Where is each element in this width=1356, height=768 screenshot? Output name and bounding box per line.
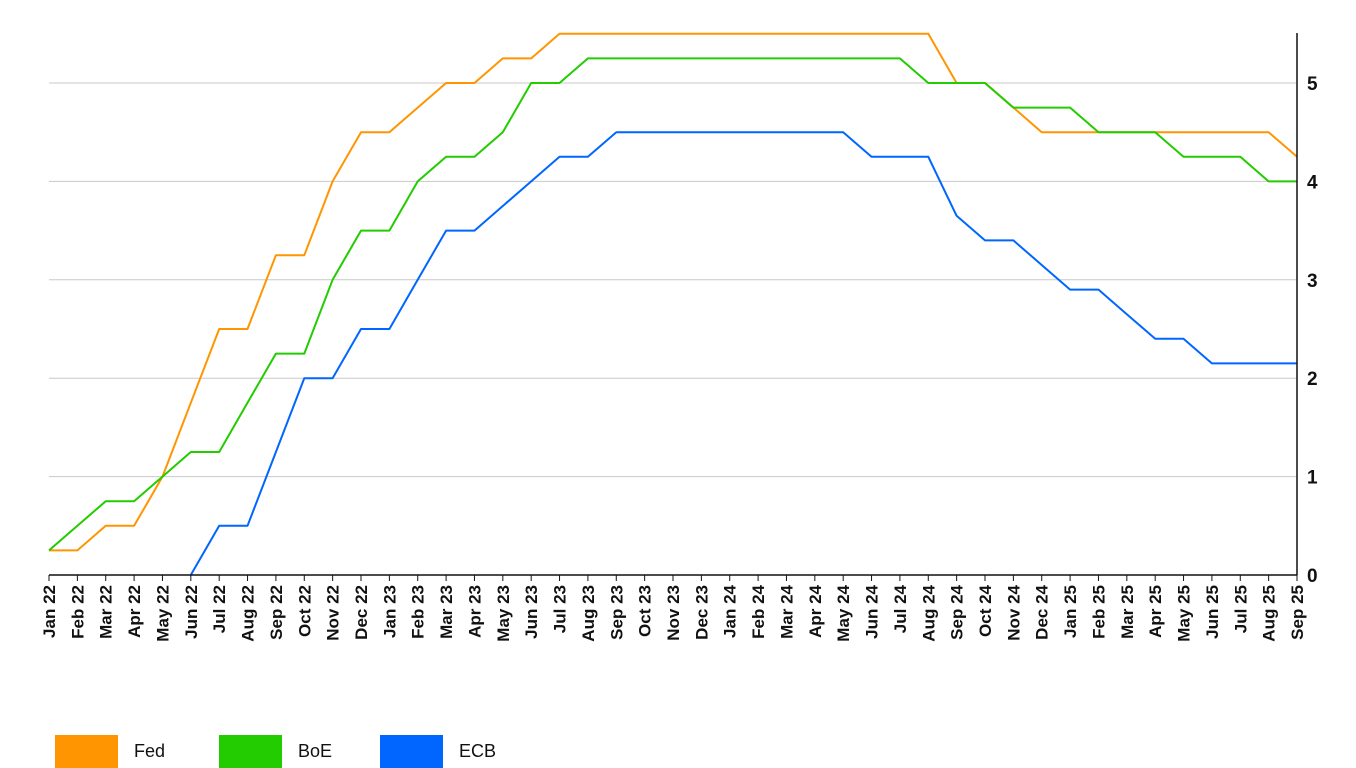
x-tick-label: Sep 25: [1288, 585, 1307, 640]
legend-swatch-fed: [55, 735, 118, 768]
x-tick-label: Sep 24: [948, 584, 967, 639]
y-tick-label: 0: [1307, 566, 1318, 587]
x-tick-label: Apr 23: [465, 585, 484, 638]
legend-item-boe: BoE: [219, 735, 332, 768]
x-tick-label: Oct 24: [976, 584, 995, 637]
x-tick-label: Jun 22: [182, 585, 201, 639]
x-tick-label: Aug 22: [239, 585, 258, 642]
series-line-ecb: [189, 131, 1297, 576]
x-tick-label: Feb 22: [68, 585, 87, 639]
x-tick-label: Jul 25: [1231, 585, 1250, 633]
x-tick-label: Jun 23: [522, 585, 541, 639]
x-tick-label: Mar 23: [437, 585, 456, 639]
x-tick-label: Apr 22: [125, 585, 144, 638]
x-tick-label: Sep 23: [607, 585, 626, 640]
x-tick-label: Dec 22: [352, 585, 371, 640]
legend-label-fed: Fed: [134, 741, 166, 761]
y-tick-label: 2: [1307, 369, 1318, 390]
y-tick-label: 5: [1307, 74, 1318, 95]
x-tick-label: Jun 24: [863, 584, 882, 638]
x-tick-label: Aug 25: [1260, 585, 1279, 642]
x-tick-label: May 24: [834, 584, 853, 641]
x-tick-label: Jan 22: [40, 585, 59, 638]
series-line-boe: [48, 57, 1297, 552]
y-tick-label: 3: [1307, 271, 1318, 292]
x-tick-label: Jun 25: [1203, 585, 1222, 639]
y-tick-label: 1: [1307, 468, 1318, 489]
x-tick-label: May 22: [153, 585, 172, 642]
x-tick-label: Jul 23: [551, 585, 570, 633]
legend-label-boe: BoE: [298, 741, 333, 761]
x-tick-label: Apr 24: [806, 584, 825, 637]
legend-label-ecb: ECB: [459, 741, 497, 761]
x-tick-label: Mar 22: [97, 585, 116, 639]
x-tick-label: Nov 23: [664, 585, 683, 641]
x-tick-label: Jul 22: [210, 585, 229, 633]
x-tick-label: Jan 24: [721, 584, 740, 637]
x-tick-label: Jan 23: [380, 585, 399, 638]
x-tick-label: Aug 23: [579, 585, 598, 642]
x-tick-label: Oct 23: [636, 585, 655, 637]
series-line-fed: [49, 32, 1298, 552]
x-tick-label: Oct 22: [295, 585, 314, 637]
x-tick-label: May 23: [494, 585, 513, 642]
x-tick-label: Mar 25: [1118, 585, 1137, 639]
x-tick-label: May 25: [1175, 585, 1194, 642]
y-tick-label: 4: [1307, 172, 1318, 193]
x-tick-label: Feb 24: [749, 584, 768, 638]
x-tick-label: Nov 24: [1004, 584, 1023, 640]
x-tick-label: Feb 25: [1089, 585, 1108, 639]
legend-item-fed: Fed: [55, 735, 165, 768]
legend-swatch-boe: [219, 735, 282, 768]
x-tick-label: Dec 23: [692, 585, 711, 640]
legend-swatch-ecb: [380, 735, 443, 768]
x-tick-label: Sep 22: [267, 585, 286, 640]
x-tick-label: Jan 25: [1061, 585, 1080, 638]
legend-item-ecb: ECB: [380, 735, 496, 768]
x-tick-label: Feb 23: [409, 585, 428, 639]
x-tick-label: Apr 25: [1146, 585, 1165, 638]
x-tick-label: Nov 22: [324, 585, 343, 641]
x-tick-label: Dec 24: [1033, 584, 1052, 639]
x-tick-label: Jul 24: [891, 584, 910, 633]
x-tick-label: Mar 24: [777, 584, 796, 638]
x-tick-label: Aug 24: [919, 584, 938, 641]
